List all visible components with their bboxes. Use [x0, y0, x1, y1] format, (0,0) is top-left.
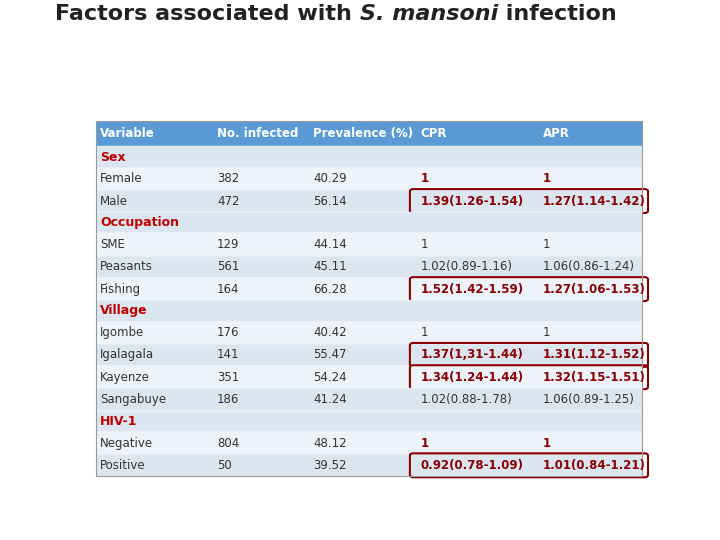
Text: 804: 804 [217, 436, 239, 449]
Text: Occupation: Occupation [100, 217, 179, 230]
Text: infection: infection [498, 4, 617, 24]
Bar [96, 388, 642, 410]
Text: CPR: CPR [420, 127, 447, 140]
Text: 41.24: 41.24 [313, 393, 347, 406]
Text: Igalagala: Igalagala [100, 348, 154, 361]
Text: 186: 186 [217, 393, 239, 406]
Bar [96, 366, 642, 388]
Bar [96, 121, 642, 146]
Text: Female: Female [100, 172, 143, 185]
Text: 141: 141 [217, 348, 240, 361]
Text: 1.31(1.12-1.52): 1.31(1.12-1.52) [543, 348, 645, 361]
Text: 48.12: 48.12 [313, 436, 347, 449]
Text: 1.01(0.84-1.21): 1.01(0.84-1.21) [543, 459, 646, 472]
Text: 1: 1 [543, 172, 551, 185]
Text: HIV-1: HIV-1 [100, 415, 138, 428]
Text: Igombe: Igombe [100, 326, 145, 339]
Text: 1: 1 [420, 238, 428, 251]
Text: 66.28: 66.28 [313, 282, 347, 295]
Bar [96, 121, 642, 476]
Bar [96, 256, 642, 278]
Text: 164: 164 [217, 282, 240, 295]
Text: 351: 351 [217, 371, 239, 384]
Bar [96, 300, 642, 321]
Bar [96, 410, 642, 432]
Text: 40.42: 40.42 [313, 326, 347, 339]
Text: 1: 1 [543, 238, 550, 251]
Text: 55.47: 55.47 [313, 348, 346, 361]
Text: 129: 129 [217, 238, 240, 251]
Text: 1.06(0.89-1.25): 1.06(0.89-1.25) [543, 393, 634, 406]
Text: 1.39(1.26-1.54): 1.39(1.26-1.54) [420, 194, 523, 207]
Text: APR: APR [543, 127, 570, 140]
Text: 1.06(0.86-1.24): 1.06(0.86-1.24) [543, 260, 634, 273]
Text: 1: 1 [543, 436, 551, 449]
Text: SME: SME [100, 238, 125, 251]
Bar [96, 167, 642, 190]
Text: 1: 1 [420, 436, 428, 449]
Text: 176: 176 [217, 326, 240, 339]
Text: 56.14: 56.14 [313, 194, 347, 207]
Text: 0.92(0.78-1.09): 0.92(0.78-1.09) [420, 459, 523, 472]
Text: 1.52(1.42-1.59): 1.52(1.42-1.59) [420, 282, 523, 295]
Text: Negative: Negative [100, 436, 153, 449]
Text: Kayenze: Kayenze [100, 371, 150, 384]
Text: 1.27(1.06-1.53): 1.27(1.06-1.53) [543, 282, 646, 295]
Bar [96, 432, 642, 454]
Text: 40.29: 40.29 [313, 172, 347, 185]
Text: 1.37(1,31-1.44): 1.37(1,31-1.44) [420, 348, 523, 361]
Bar [96, 321, 642, 344]
Text: Factors associated with: Factors associated with [55, 4, 360, 24]
Text: 54.24: 54.24 [313, 371, 347, 384]
Text: Prevalence (%): Prevalence (%) [313, 127, 413, 140]
Text: Sex: Sex [100, 151, 126, 164]
Text: 1: 1 [420, 172, 428, 185]
Bar [96, 212, 642, 233]
Text: 1: 1 [420, 326, 428, 339]
Bar [96, 233, 642, 256]
Text: Peasants: Peasants [100, 260, 153, 273]
Bar [96, 146, 642, 167]
Bar [96, 278, 642, 300]
Text: 50: 50 [217, 459, 232, 472]
Text: Fishing: Fishing [100, 282, 141, 295]
Text: 1: 1 [543, 326, 550, 339]
Text: S. mansoni: S. mansoni [360, 4, 498, 24]
Text: 39.52: 39.52 [313, 459, 346, 472]
Bar [96, 344, 642, 366]
Text: 382: 382 [217, 172, 239, 185]
Text: Positive: Positive [100, 459, 146, 472]
Text: 1.02(0.89-1.16): 1.02(0.89-1.16) [420, 260, 513, 273]
Text: Variable: Variable [100, 127, 155, 140]
Bar [96, 190, 642, 212]
Text: 1.02(0.88-1.78): 1.02(0.88-1.78) [420, 393, 512, 406]
Text: 1.32(1.15-1.51): 1.32(1.15-1.51) [543, 371, 646, 384]
Bar [96, 454, 642, 476]
Text: 1.34(1.24-1.44): 1.34(1.24-1.44) [420, 371, 523, 384]
Text: 44.14: 44.14 [313, 238, 347, 251]
Text: 561: 561 [217, 260, 239, 273]
Text: Village: Village [100, 305, 148, 318]
Text: Sangabuye: Sangabuye [100, 393, 166, 406]
Text: Male: Male [100, 194, 128, 207]
Text: No. infected: No. infected [217, 127, 298, 140]
Text: 472: 472 [217, 194, 240, 207]
Text: 45.11: 45.11 [313, 260, 347, 273]
Text: 1.27(1.14-1.42): 1.27(1.14-1.42) [543, 194, 646, 207]
